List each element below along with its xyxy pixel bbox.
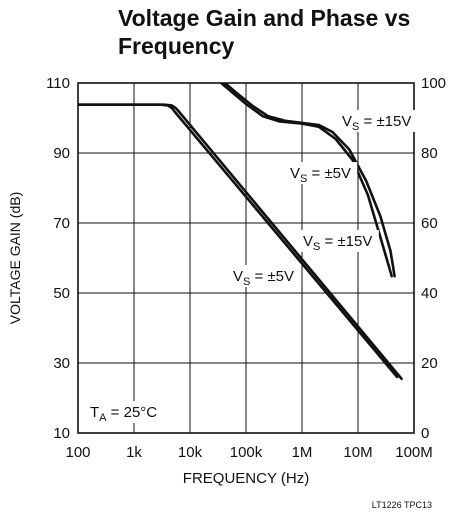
x-tick-label: 1M <box>292 444 313 461</box>
series-lines <box>78 83 403 381</box>
annotation-vs15-gain: VS = ±15V <box>303 233 372 253</box>
x-tick-label: 100 <box>65 444 90 461</box>
plot-frame <box>77 82 415 434</box>
annotation-bg <box>287 162 358 184</box>
y2-tick-label: 80 <box>421 145 438 162</box>
y2-tick-label: 100 <box>421 75 446 92</box>
annotation-bg <box>230 265 301 287</box>
gain-curve-1 <box>78 103 403 381</box>
annotation-vs15-phase: VS = ±15V <box>342 113 411 133</box>
annotation-vs5-phase: VS = ±5V <box>290 165 351 185</box>
y-tick-label: 10 <box>53 425 70 442</box>
x-tick-label: 10k <box>178 444 203 461</box>
annotation-bg <box>300 230 379 252</box>
y-tick-label: 110 <box>46 75 70 92</box>
x-tick-label: 10M <box>343 444 372 461</box>
phase-curve-3 <box>223 83 396 278</box>
figure-footnote: LT1226 TPC13 <box>372 500 432 510</box>
annotation-vs5-gain: VS = ±5V <box>233 268 294 288</box>
y-tick-label: 70 <box>53 215 70 232</box>
y-tick-label: 30 <box>53 355 70 372</box>
x-tick-label: 100M <box>395 444 433 461</box>
y2-tick-label: 60 <box>421 215 438 232</box>
phase-curve-2 <box>219 83 394 278</box>
x-axis-label: FREQUENCY (Hz) <box>183 470 309 487</box>
x-tick-label: 1k <box>126 444 142 461</box>
annotation-bg <box>339 110 418 132</box>
y-axis-label: VOLTAGE GAIN (dB) <box>7 192 23 325</box>
annotation-temp: TA = 25°C <box>90 404 157 424</box>
tick-labels: 100 1k 10k 100k 1M 10M 100M 10 30 50 70 90 110 0 20 40 6… <box>46 75 446 461</box>
y2-tick-label: 40 <box>421 285 438 302</box>
annotation-bg <box>87 401 166 423</box>
grid <box>78 83 414 433</box>
annotations: VS = ±15V VS = ±5V VS = ±15V VS = ±5V TA = 2… <box>87 110 418 424</box>
y-tick-label: 50 <box>53 285 70 302</box>
y2-tick-label: 0 <box>421 425 429 442</box>
y2-tick-label: 20 <box>421 355 438 372</box>
y-tick-label: 90 <box>53 145 70 162</box>
chart-title: Voltage Gain and Phase vs Frequency <box>118 5 411 59</box>
x-tick-label: 100k <box>230 444 263 461</box>
